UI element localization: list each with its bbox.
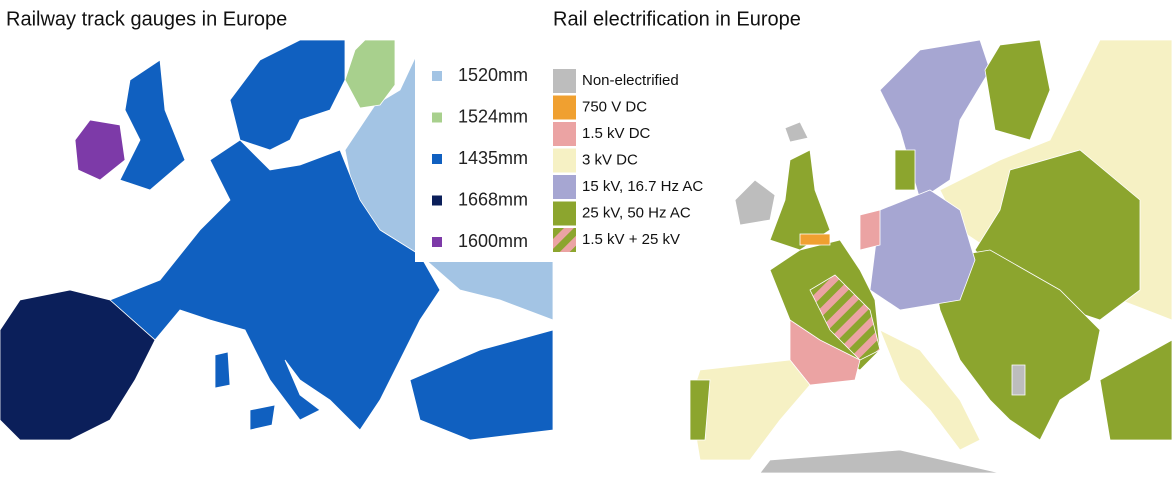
legend-swatch bbox=[432, 196, 442, 206]
legend-label: 1524mm bbox=[458, 106, 528, 126]
region bbox=[410, 330, 553, 440]
legend-label: 25 kV, 50 Hz AC bbox=[582, 204, 691, 221]
region bbox=[760, 450, 1000, 473]
legend-label: 1668mm bbox=[458, 189, 528, 209]
legend-swatch bbox=[553, 149, 576, 173]
legend-swatch bbox=[553, 96, 576, 120]
region bbox=[735, 180, 775, 225]
region bbox=[75, 120, 125, 180]
region bbox=[1100, 340, 1172, 440]
legend-swatch bbox=[553, 69, 576, 93]
legend-label: 1600mm bbox=[458, 231, 528, 251]
legend-label: 750 V DC bbox=[582, 98, 647, 115]
region bbox=[985, 40, 1050, 140]
region bbox=[785, 122, 808, 142]
legend-swatch bbox=[432, 113, 442, 123]
legend-label: 1.5 kV + 25 kV bbox=[582, 231, 680, 248]
legend-label: Non-electrified bbox=[582, 72, 679, 89]
legend-swatch bbox=[432, 71, 442, 81]
region bbox=[1012, 365, 1025, 395]
legend-label: 3 kV DC bbox=[582, 151, 638, 168]
legend-swatch bbox=[432, 154, 442, 164]
legend-swatch bbox=[553, 122, 576, 146]
page: 1520mm 1524mm 1435mm 1668mm 1600mm Non-elect… bbox=[0, 0, 1172, 473]
electrification-map bbox=[690, 40, 1172, 473]
legend-label: 1520mm bbox=[458, 65, 528, 85]
legend-swatch bbox=[553, 228, 576, 252]
map-title: Railway track gauges in Europe bbox=[6, 8, 287, 30]
legend-label: 1.5 kV DC bbox=[582, 125, 651, 142]
region bbox=[690, 360, 810, 460]
region bbox=[215, 352, 230, 388]
region bbox=[120, 60, 185, 190]
legend: Non-electrified 750 V DC 1.5 kV DC 3 kV DC 1… bbox=[553, 69, 703, 252]
region bbox=[895, 150, 915, 190]
map-title: Rail electrification in Europe bbox=[553, 8, 801, 30]
legend-label: 15 kV, 16.7 Hz AC bbox=[582, 178, 703, 195]
region bbox=[860, 210, 880, 250]
legend-swatch bbox=[553, 202, 576, 226]
region bbox=[800, 234, 830, 245]
region bbox=[230, 40, 345, 150]
region bbox=[250, 405, 275, 430]
legend-label: 1435mm bbox=[458, 148, 528, 168]
legend-swatch bbox=[553, 175, 576, 199]
legend-swatch bbox=[432, 237, 442, 247]
